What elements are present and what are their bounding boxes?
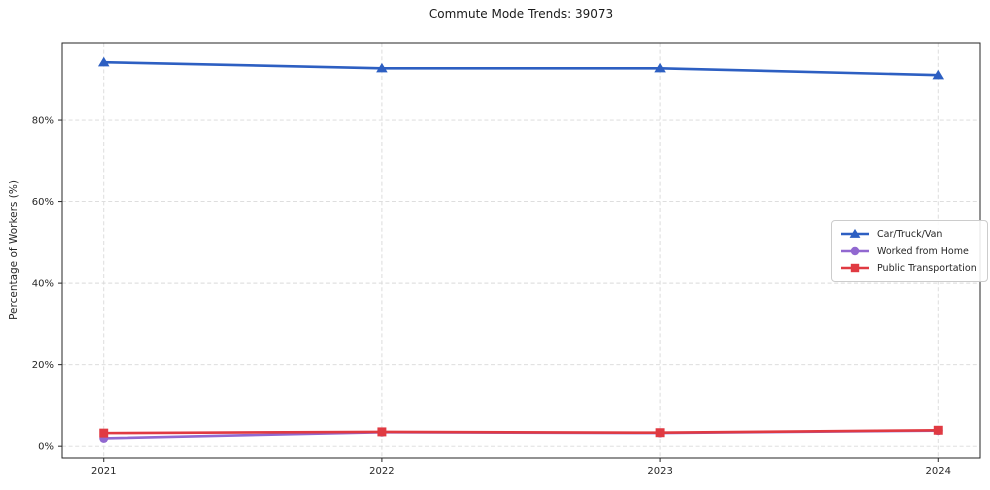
x-tick-label: 2021	[91, 466, 116, 477]
legend: Car/Truck/Van Worked from Home Public Tran…	[831, 220, 988, 282]
legend-swatch-marker	[849, 228, 861, 238]
chart-title: Commute Mode Trends: 39073	[428, 7, 614, 21]
y-tick-label: 40%	[32, 279, 54, 290]
marker-car-truck-van	[376, 62, 388, 73]
marker-public-transportation	[655, 428, 665, 438]
legend-item-public-transportation: Public Transportation	[840, 261, 977, 275]
legend-square-swatch-icon	[841, 263, 869, 273]
x-tick-label: 2023	[647, 466, 672, 477]
y-axis-label: Percentage of Workers (%)	[8, 180, 20, 320]
x-tick-label: 2022	[369, 466, 394, 477]
legend-label: Car/Truck/Van	[877, 228, 943, 240]
y-tick-label: 80%	[32, 116, 54, 127]
marker-car-truck-van	[932, 69, 945, 80]
legend-item-car-truck-van: Car/Truck/Van	[840, 227, 977, 241]
legend-swatch-marker	[850, 263, 860, 273]
series-line-car-truck-van	[103, 60, 939, 77]
legend-label: Worked from Home	[877, 245, 969, 257]
legend-label: Public Transportation	[877, 262, 977, 274]
y-tick-label: 20%	[32, 360, 54, 371]
marker-car-truck-van	[654, 62, 666, 73]
y-tick-label: 60%	[32, 197, 54, 208]
legend-triangle-swatch-icon	[841, 228, 869, 238]
marker-public-transportation	[99, 428, 109, 438]
marker-public-transportation	[933, 425, 943, 435]
y-tick-label: 0%	[38, 442, 54, 453]
series-line-public-transportation	[103, 428, 939, 435]
legend-circle-swatch-icon	[841, 246, 869, 256]
legend-swatch-marker	[850, 246, 860, 256]
x-tick-label: 2024	[926, 466, 951, 477]
legend-item-worked-from-home: Worked from Home	[840, 244, 977, 258]
marker-car-truck-van	[97, 56, 110, 67]
marker-public-transportation	[377, 427, 387, 437]
